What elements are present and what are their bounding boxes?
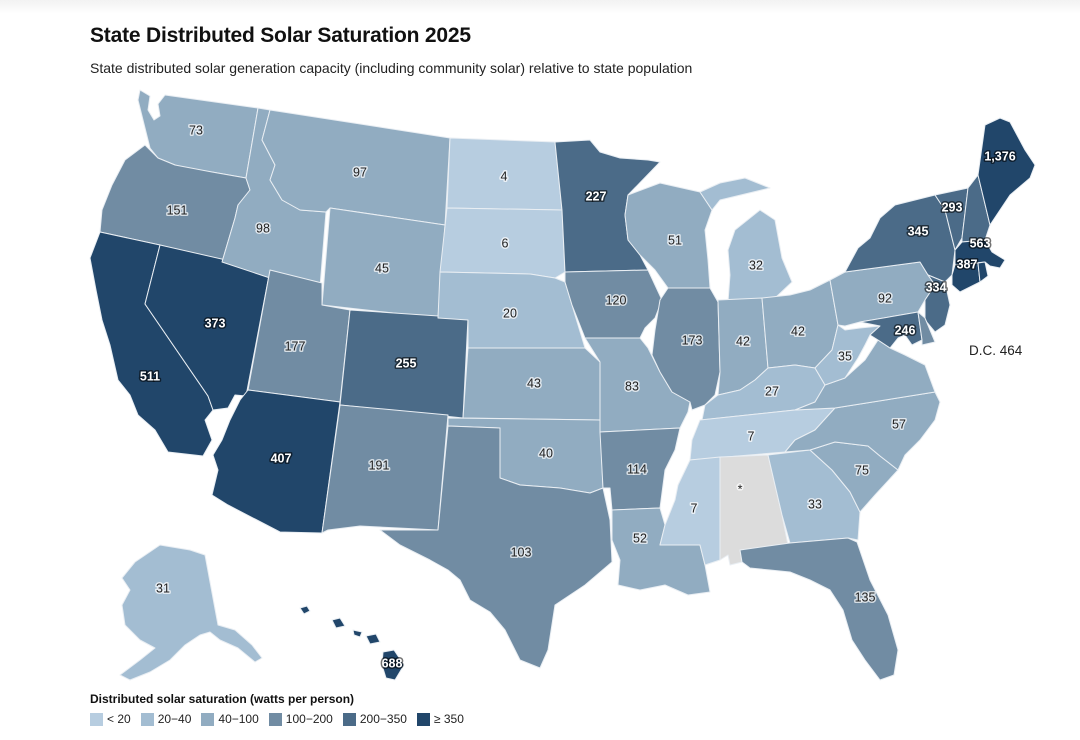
state-AK[interactable]: [119, 544, 263, 681]
state-VT[interactable]: [934, 187, 969, 251]
state-value-label-MT: 97: [353, 165, 367, 179]
state-value-label-NV: 373: [205, 316, 226, 330]
state-DE[interactable]: [917, 311, 936, 346]
legend-swatch: [90, 712, 103, 726]
state-value-label-VT: 293: [942, 200, 963, 214]
state-value-label-CA: 511: [140, 369, 160, 383]
legend-label: ≥ 350: [433, 712, 464, 726]
state-value-label-SC: 75: [855, 463, 869, 477]
state-value-label-FL: 135: [855, 590, 876, 604]
state-value-label-IN: 42: [736, 334, 750, 348]
state-value-label-UT: 177: [285, 339, 306, 353]
state-value-label-AZ: 407: [271, 451, 292, 465]
legend-label: 100−200: [285, 712, 333, 726]
state-FL[interactable]: [739, 537, 899, 681]
state-value-label-GA: 33: [808, 497, 822, 511]
legend-label: 200−350: [359, 712, 407, 726]
state-MT[interactable]: [261, 109, 451, 226]
legend-swatch: [268, 712, 282, 726]
state-RI[interactable]: [977, 261, 989, 283]
state-value-label-OK: 40: [539, 446, 553, 460]
state-value-label-AK: 31: [156, 581, 170, 595]
state-value-label-NM: 191: [369, 458, 390, 472]
state-value-label-CT: 387: [957, 257, 978, 271]
legend-title: Distributed solar saturation (watts per …: [90, 692, 355, 706]
state-value-label-AL: *: [738, 482, 743, 496]
state-value-label-MI: 32: [749, 258, 763, 272]
state-value-label-PA: 92: [878, 291, 892, 305]
state-value-label-WY: 45: [375, 261, 389, 275]
state-NM[interactable]: [321, 404, 449, 534]
state-value-label-SD: 6: [502, 236, 509, 250]
legend-item: 40−100: [201, 712, 259, 726]
legend-swatch: [416, 712, 430, 726]
state-HI[interactable]: [299, 605, 405, 681]
state-IA[interactable]: [564, 269, 663, 339]
state-value-label-WV: 35: [838, 349, 852, 363]
state-value-label-NE: 20: [503, 306, 517, 320]
state-value-label-MN: 227: [586, 189, 607, 203]
legend-swatch: [140, 712, 154, 726]
state-value-label-IA: 120: [606, 293, 627, 307]
state-MI[interactable]: [699, 177, 793, 303]
state-value-label-MD: 246: [895, 323, 916, 337]
state-ME[interactable]: [977, 117, 1036, 226]
state-value-label-KY: 27: [765, 384, 779, 398]
state-value-label-HI: 688: [382, 656, 403, 670]
legend-label: 20−40: [157, 712, 192, 726]
legend: < 20 20−40 40−100 100−200 200−350 ≥ 350: [90, 712, 474, 726]
dc-label: D.C. 464: [969, 343, 1023, 358]
legend-label: < 20: [107, 712, 131, 726]
state-value-label-MO: 83: [625, 379, 639, 393]
legend-swatch: [342, 712, 356, 726]
state-value-label-TN: 7: [748, 429, 755, 443]
state-NE[interactable]: [437, 271, 586, 349]
state-value-label-NY: 345: [908, 224, 929, 238]
state-value-label-ME: 1,376: [984, 149, 1015, 163]
state-value-label-ID: 98: [256, 221, 270, 235]
legend-item: < 20: [90, 712, 131, 726]
page-subtitle: State distributed solar generation capac…: [90, 60, 693, 76]
state-value-label-AR: 114: [627, 462, 647, 476]
state-value-label-NJ: 334: [926, 280, 947, 294]
state-value-label-TX: 103: [511, 545, 532, 559]
state-value-label-ND: 4: [501, 169, 508, 183]
legend-label: 40−100: [218, 712, 259, 726]
state-value-label-WI: 51: [668, 233, 682, 247]
legend-item: 100−200: [268, 712, 333, 726]
state-value-label-WA: 73: [189, 123, 203, 137]
state-value-label-NC: 57: [892, 417, 906, 431]
legend-item: 200−350: [342, 712, 407, 726]
legend-item: ≥ 350: [416, 712, 464, 726]
state-value-label-OR: 151: [167, 203, 188, 217]
state-value-label-OH: 42: [791, 324, 805, 338]
legend-swatch: [201, 712, 215, 726]
state-value-label-IL: 173: [682, 333, 703, 347]
state-value-label-LA: 52: [633, 531, 647, 545]
legend-item: 20−40: [140, 712, 192, 726]
state-TX[interactable]: [379, 425, 613, 669]
state-value-label-KS: 43: [527, 376, 541, 390]
page-title: State Distributed Solar Saturation 2025: [90, 24, 471, 47]
state-value-label-CO: 255: [396, 356, 417, 370]
state-NJ[interactable]: [924, 274, 951, 333]
top-shadow: [0, 0, 1080, 14]
state-value-label-MS: 7: [691, 501, 698, 515]
state-value-label-MA: 563: [970, 236, 991, 250]
